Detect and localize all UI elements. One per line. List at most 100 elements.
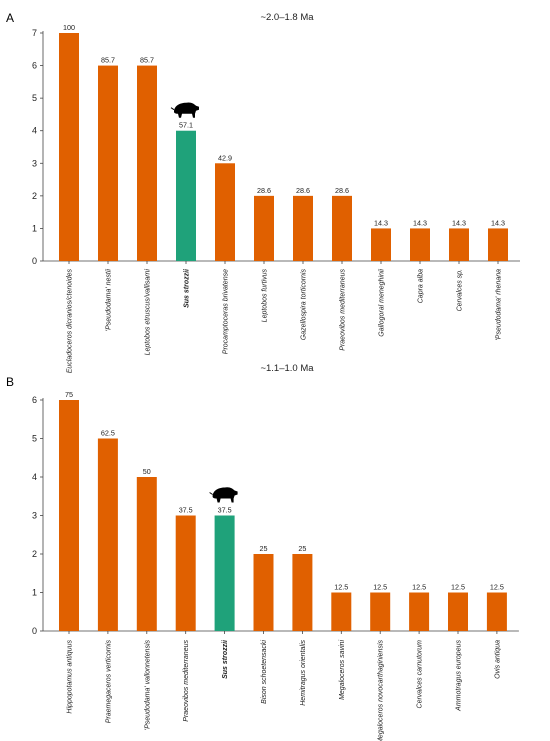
data-label: 25 xyxy=(260,544,268,553)
category-label: Bison schoetensacki xyxy=(261,640,268,704)
bar xyxy=(175,515,196,631)
bar xyxy=(410,228,430,261)
bar xyxy=(292,554,313,631)
data-label: 14.3 xyxy=(413,218,427,227)
category-label: Praeovibos mediterraneus xyxy=(340,269,347,351)
panel-letter: B xyxy=(6,375,14,389)
bar xyxy=(293,195,313,261)
data-label: 50 xyxy=(143,467,151,476)
bar xyxy=(98,65,118,261)
data-label: 85.7 xyxy=(101,56,115,65)
category-label: 'Pseudodama' nestii xyxy=(106,269,113,332)
data-label: 62.5 xyxy=(101,429,115,438)
bar-highlight xyxy=(176,130,196,261)
data-label: 75 xyxy=(65,390,73,399)
category-label: Gazellospira torticornis xyxy=(301,269,308,341)
data-label: 37.5 xyxy=(179,506,193,515)
data-label: 14.3 xyxy=(374,218,388,227)
y-tick-label: 1 xyxy=(32,588,37,598)
y-tick-label: 5 xyxy=(32,93,37,103)
data-label: 12.5 xyxy=(490,583,504,592)
data-label: 57.1 xyxy=(179,121,193,130)
category-label: Sus strozzii xyxy=(184,268,191,308)
boar-tail xyxy=(170,107,175,111)
category-label: Ovis antiqua xyxy=(494,640,501,679)
bar xyxy=(488,228,508,261)
category-label: Hippopotamus antiquus xyxy=(67,640,74,714)
y-tick-label: 4 xyxy=(32,126,37,136)
data-label: 28.6 xyxy=(257,186,271,195)
bar xyxy=(59,400,79,631)
bar xyxy=(370,592,391,631)
bar xyxy=(486,592,507,631)
category-label: Hemitragus orientalis xyxy=(300,640,307,706)
bar xyxy=(331,592,352,631)
data-label: 12.5 xyxy=(451,583,465,592)
y-tick-label: 5 xyxy=(32,434,37,444)
category-label: Megaloceros savini xyxy=(339,640,346,700)
category-label: Leptobos furtivus xyxy=(262,269,269,323)
category-label: Cervalces sp. xyxy=(457,269,464,311)
y-tick-label: 4 xyxy=(32,472,37,482)
category-label: Praeovibos mediterraneus xyxy=(183,640,190,722)
data-label: 12.5 xyxy=(334,583,348,592)
bar xyxy=(97,438,118,631)
bar xyxy=(332,195,352,261)
data-label: 14.3 xyxy=(491,218,505,227)
y-tick-label: 3 xyxy=(32,158,37,168)
category-label: Procamptoceras brivatense xyxy=(223,269,230,354)
boar-silhouette-icon xyxy=(209,487,238,503)
chart-panel-b: B ~1.1–1.0 Ma 0 1 2 3 4 5 6 75 Hippopotamus antiqu… xyxy=(6,363,519,741)
bar-highlight xyxy=(214,515,235,631)
boar-tail xyxy=(209,492,213,495)
data-label: 14.3 xyxy=(452,218,466,227)
bar xyxy=(449,228,469,261)
data-label: 100 xyxy=(63,23,75,32)
y-tick-label: 6 xyxy=(32,395,37,405)
boar-silhouette-icon xyxy=(170,102,199,118)
data-label: 28.6 xyxy=(296,186,310,195)
data-label: 42.9 xyxy=(218,153,232,162)
data-label: 12.5 xyxy=(412,583,426,592)
y-tick-label: 0 xyxy=(32,256,37,266)
bar xyxy=(254,195,274,261)
data-label: 28.6 xyxy=(335,186,349,195)
category-label: Megaloceros novocarthaginiensis xyxy=(378,640,385,741)
bar xyxy=(253,554,274,631)
data-label: 12.5 xyxy=(373,583,387,592)
chart-panel-a: A ~2.0–1.8 Ma 0 1 2 3 4 5 6 7 100 Eucladoceros dicr… xyxy=(6,11,520,373)
bar xyxy=(448,592,468,631)
y-tick-label: 1 xyxy=(32,223,37,233)
boar-body xyxy=(212,487,238,503)
y-tick-label: 2 xyxy=(32,191,37,201)
data-label: 37.5 xyxy=(218,506,232,515)
boar-body xyxy=(174,102,199,118)
category-label: 'Pseudodama' vallonnetensis xyxy=(144,640,151,731)
y-tick-label: 7 xyxy=(32,28,37,38)
category-label: Ammotragus europeus xyxy=(456,640,463,712)
category-label: Leptobos etruscus/vallisarni xyxy=(145,269,152,356)
y-tick-label: 3 xyxy=(32,511,37,521)
category-label: Gallogoral meneghinii xyxy=(379,269,386,337)
y-tick-label: 6 xyxy=(32,61,37,71)
data-label: 85.7 xyxy=(140,56,154,65)
y-tick-label: 0 xyxy=(32,626,37,636)
chart-title: ~2.0–1.8 Ma xyxy=(260,12,314,23)
category-label: Praemegaceros verticornis xyxy=(105,640,112,724)
bar xyxy=(215,163,235,261)
category-label: Cervalces carnutorum xyxy=(417,640,424,709)
bar xyxy=(59,33,79,261)
bar xyxy=(371,228,391,261)
panel-letter: A xyxy=(6,11,14,25)
category-label: Sus strozzii xyxy=(222,639,229,679)
category-label: 'Pseudodama' rhenana xyxy=(496,269,503,341)
bar xyxy=(137,65,157,261)
category-label: Capra alba xyxy=(418,269,425,303)
bar xyxy=(136,477,157,631)
bar xyxy=(409,592,430,631)
data-label: 25 xyxy=(298,544,306,553)
chart-title: ~1.1–1.0 Ma xyxy=(260,363,314,374)
category-label: Eucladoceros dicranios/ctenoides xyxy=(67,269,74,374)
y-tick-label: 2 xyxy=(32,549,37,559)
